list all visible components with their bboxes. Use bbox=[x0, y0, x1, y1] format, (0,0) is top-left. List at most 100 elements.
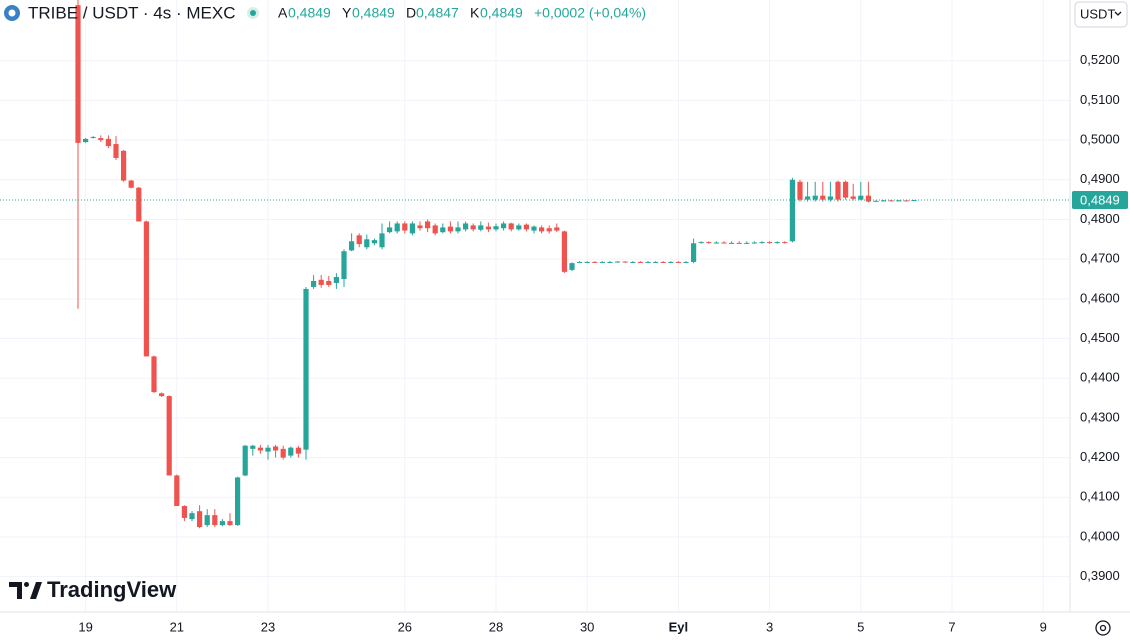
candle-body bbox=[721, 242, 727, 244]
x-tick-label: 7 bbox=[948, 619, 955, 634]
candle-body bbox=[508, 223, 514, 230]
x-tick-label: 19 bbox=[78, 619, 92, 634]
candle-body bbox=[827, 196, 833, 200]
candle-body bbox=[166, 396, 172, 476]
candle-body bbox=[425, 221, 431, 229]
candle-body bbox=[288, 447, 294, 456]
candle-body bbox=[387, 227, 393, 233]
x-tick-label: 21 bbox=[170, 619, 184, 634]
legend-value: 0,4849 bbox=[288, 5, 331, 21]
x-tick-label: 30 bbox=[580, 619, 594, 634]
candle-body bbox=[653, 261, 659, 263]
candle-body bbox=[151, 356, 157, 393]
candle-body bbox=[584, 261, 590, 263]
candle-body bbox=[143, 221, 149, 357]
y-tick-label: 0,4800 bbox=[1080, 211, 1120, 226]
axes: 0,3900 0,4000 0,4100 0,4200 0,4300 0,4400 0,45… bbox=[0, 52, 1128, 634]
candle-body bbox=[90, 136, 96, 138]
candle-body bbox=[607, 261, 613, 263]
candle-body bbox=[843, 181, 849, 198]
candle-body bbox=[349, 241, 355, 251]
candle-body bbox=[820, 195, 826, 200]
candle-body bbox=[888, 200, 894, 202]
candle-body bbox=[485, 226, 491, 230]
candle-body bbox=[660, 261, 666, 263]
settings-button[interactable] bbox=[1095, 620, 1111, 636]
candle-body bbox=[409, 223, 415, 234]
candle-body bbox=[113, 144, 119, 158]
candle-body bbox=[257, 447, 263, 451]
y-tick-label: 0,4500 bbox=[1080, 330, 1120, 345]
x-tick-label: 28 bbox=[489, 619, 503, 634]
candle-body bbox=[698, 242, 704, 244]
legend-key: K bbox=[470, 5, 480, 21]
candle-body bbox=[235, 477, 241, 526]
candle-body bbox=[364, 239, 370, 248]
candle-body bbox=[911, 200, 917, 202]
candle-body bbox=[668, 261, 674, 263]
candle-body bbox=[98, 138, 104, 141]
candle-body bbox=[577, 261, 583, 263]
currency-caret[interactable] bbox=[1114, 11, 1122, 16]
candle-body bbox=[227, 521, 233, 526]
candle-body bbox=[463, 223, 469, 230]
candle-body bbox=[204, 515, 210, 526]
candle-body bbox=[729, 242, 735, 244]
ohlc-legend: A 0,4849 Y 0,4849 D 0,4847 K 0,4849 bbox=[278, 5, 523, 21]
candle-body bbox=[706, 242, 712, 244]
candle-body bbox=[881, 200, 887, 202]
legend-key: Y bbox=[342, 5, 352, 21]
y-tick-label: 0,4000 bbox=[1080, 528, 1120, 543]
candle-body bbox=[493, 226, 499, 230]
legend-value: 0,4849 bbox=[480, 5, 523, 21]
candle-body bbox=[569, 263, 575, 270]
candle-body bbox=[896, 200, 902, 202]
candle-body bbox=[630, 261, 636, 263]
x-tick-label: 9 bbox=[1040, 619, 1047, 634]
candle-body bbox=[691, 243, 697, 262]
candle-body bbox=[333, 277, 339, 283]
candle-body bbox=[136, 187, 142, 222]
candle-body bbox=[280, 448, 286, 458]
candle-body bbox=[539, 227, 545, 232]
last-price-box bbox=[1072, 191, 1128, 210]
legend-value: 0,4849 bbox=[352, 5, 395, 21]
candle-body bbox=[805, 196, 811, 200]
candle-body bbox=[341, 251, 347, 280]
candle-body bbox=[242, 445, 248, 476]
candle-body bbox=[516, 225, 522, 230]
candle-body bbox=[774, 242, 780, 244]
legend-value: 0,4847 bbox=[416, 5, 459, 21]
candle-body bbox=[797, 181, 803, 200]
symbol-title: TRIBE / USDT · 4s · MEXC bbox=[28, 3, 236, 22]
candle-body bbox=[394, 223, 400, 232]
candle-body bbox=[455, 227, 461, 232]
candle-body bbox=[189, 513, 195, 520]
candle-body bbox=[835, 181, 841, 200]
candle-body bbox=[478, 225, 484, 230]
candle-body bbox=[174, 475, 180, 507]
candle-body bbox=[295, 447, 301, 454]
y-tick-label: 0,5000 bbox=[1080, 132, 1120, 147]
candle-body bbox=[470, 225, 476, 230]
candle-body bbox=[105, 138, 111, 147]
candle-body bbox=[713, 242, 719, 244]
last-price-label: 0,4849 bbox=[1080, 192, 1120, 207]
candle-body bbox=[523, 224, 529, 230]
y-tick-label: 0,4400 bbox=[1080, 370, 1120, 385]
candle-body bbox=[622, 261, 628, 263]
x-tick-label: 23 bbox=[261, 619, 275, 634]
candle-body bbox=[767, 242, 773, 244]
candles bbox=[75, 0, 917, 529]
y-tick-label: 0,4600 bbox=[1080, 290, 1120, 305]
y-tick-label: 0,3900 bbox=[1080, 568, 1120, 583]
currency-label[interactable]: USDT bbox=[1080, 6, 1115, 21]
status-dot bbox=[250, 10, 256, 16]
candle-body bbox=[273, 446, 279, 451]
candle-body bbox=[546, 228, 552, 232]
candle-body bbox=[501, 223, 507, 229]
candle-body bbox=[402, 223, 408, 231]
x-tick-label: Eyl bbox=[669, 619, 689, 634]
grid bbox=[0, 0, 1070, 612]
currency-button[interactable] bbox=[1074, 1, 1128, 28]
